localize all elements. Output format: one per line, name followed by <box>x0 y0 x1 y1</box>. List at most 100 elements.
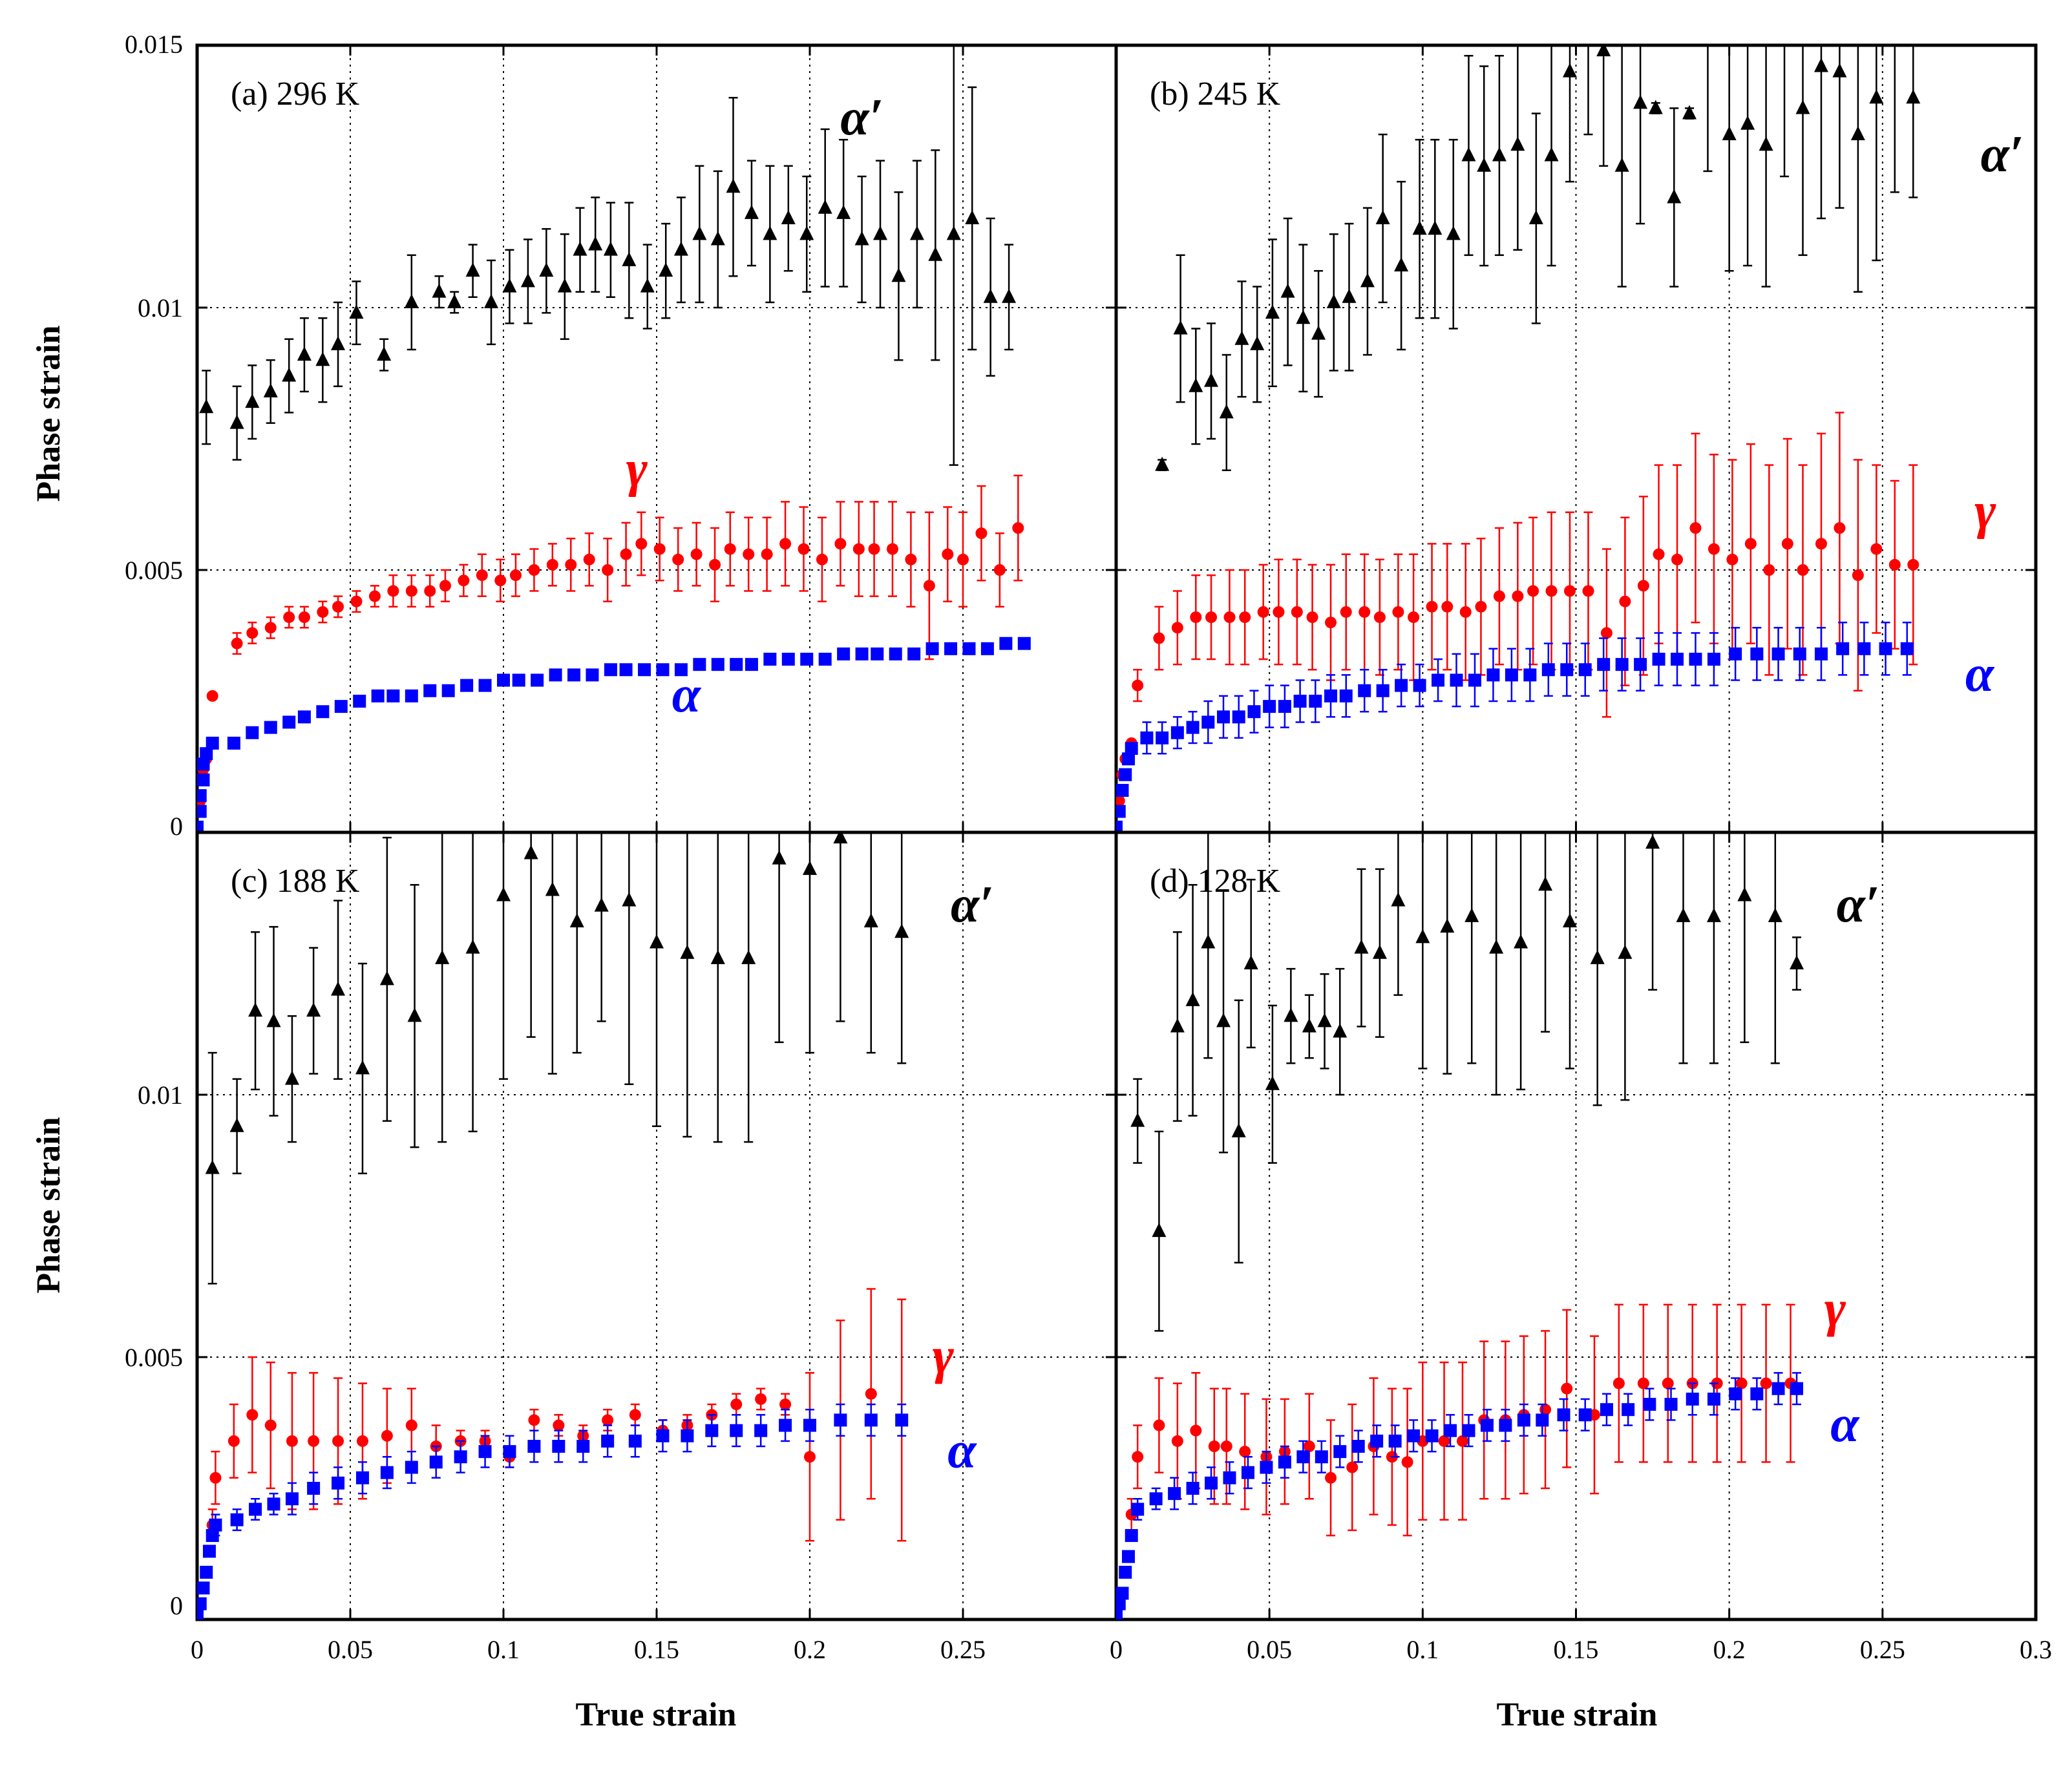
data-point-gamma <box>350 595 363 607</box>
data-point-alpha <box>1664 1398 1678 1411</box>
data-point-alpha-prime <box>1231 1123 1246 1137</box>
data-point-alpha-prime <box>284 1070 299 1085</box>
data-point-gamma <box>755 1393 767 1405</box>
data-point-alpha-prime <box>1170 1018 1185 1033</box>
data-point-alpha <box>353 695 366 708</box>
data-point-gamma <box>494 575 507 587</box>
series-label: γ <box>1974 483 1996 540</box>
data-point-alpha-prime <box>496 887 511 902</box>
data-point-gamma <box>332 1435 344 1447</box>
data-point-alpha <box>803 1419 816 1432</box>
data-point-alpha <box>604 663 617 677</box>
data-point-gamma <box>1834 522 1846 534</box>
data-point-gamma <box>1653 548 1665 560</box>
data-point-alpha-prime <box>407 1007 422 1022</box>
data-point-alpha <box>227 736 240 750</box>
data-point-alpha <box>1615 658 1629 671</box>
y-tick-label: 0 <box>170 1591 183 1620</box>
data-point-alpha-prime <box>355 1060 370 1075</box>
data-point-gamma <box>283 611 295 624</box>
data-point-alpha <box>197 773 210 786</box>
data-point-alpha <box>478 679 492 692</box>
data-point-gamma <box>1325 1471 1337 1484</box>
data-point-alpha-prime <box>1333 1023 1348 1038</box>
data-point-alpha <box>297 710 311 724</box>
data-point-gamma <box>724 543 736 555</box>
data-point-alpha <box>730 1424 743 1437</box>
data-point-alpha <box>1643 1398 1656 1411</box>
series-label: α′ <box>1981 126 2024 183</box>
data-point-alpha <box>1388 1434 1402 1448</box>
data-point-alpha <box>864 1413 878 1427</box>
data-point-gamma <box>1760 1377 1772 1389</box>
data-point-alpha-prime <box>1832 63 1847 78</box>
y-tick-label: 0.005 <box>125 556 183 585</box>
data-point-alpha-prime <box>306 1002 321 1017</box>
data-point-gamma <box>852 543 865 555</box>
data-point-alpha-prime <box>1682 105 1697 120</box>
data-point-alpha-prime <box>1201 934 1216 949</box>
data-point-gamma <box>1689 522 1702 534</box>
data-point-gamma <box>1662 1377 1674 1389</box>
series-circle <box>1116 1303 1797 1619</box>
data-point-gamma <box>1205 611 1218 624</box>
data-point-alpha <box>512 673 525 687</box>
data-point-alpha-prime <box>1869 89 1884 104</box>
data-point-alpha <box>246 726 259 739</box>
data-point-alpha-prime <box>404 293 419 308</box>
data-point-gamma <box>1401 1456 1413 1468</box>
data-point-alpha <box>1462 1424 1475 1437</box>
data-point-alpha-prime <box>1219 404 1234 419</box>
data-point-alpha <box>1293 695 1307 708</box>
data-point-alpha <box>1729 647 1742 660</box>
data-point-alpha <box>837 647 851 660</box>
data-point-alpha <box>405 689 418 702</box>
data-point-alpha-prime <box>1590 949 1605 964</box>
data-point-gamma <box>743 548 755 560</box>
data-point-alpha <box>197 757 210 771</box>
data-point-gamma <box>286 1435 298 1447</box>
data-point-alpha-prime <box>772 850 787 865</box>
data-point-alpha <box>638 663 651 677</box>
data-point-alpha <box>656 1429 670 1442</box>
x-tick-label: 0.2 <box>1713 1635 1746 1664</box>
data-point-gamma <box>1907 558 1919 571</box>
data-point-gamma <box>1340 606 1352 618</box>
data-point-alpha-prime <box>557 278 572 293</box>
data-point-gamma <box>206 690 218 702</box>
data-point-alpha <box>1116 805 1126 818</box>
data-point-gamma <box>1459 606 1472 618</box>
data-point-gamma <box>1190 611 1202 624</box>
data-point-alpha-prime <box>1768 907 1782 922</box>
data-point-alpha <box>693 658 706 671</box>
series-square <box>1116 1372 1804 1619</box>
data-point-gamma <box>476 569 488 582</box>
data-point-gamma <box>264 1419 277 1431</box>
data-point-alpha <box>1309 695 1322 708</box>
data-point-alpha-prime <box>545 881 560 896</box>
data-point-alpha-prime <box>1302 1018 1316 1033</box>
data-point-gamma <box>439 580 451 592</box>
data-point-gamma <box>405 1419 418 1431</box>
data-point-gamma <box>1612 1377 1625 1389</box>
data-point-alpha-prime <box>297 346 312 361</box>
data-point-alpha <box>549 668 562 682</box>
data-point-alpha <box>527 1440 541 1453</box>
data-point-alpha-prime <box>1372 944 1387 959</box>
data-point-gamma <box>1763 564 1775 576</box>
x-tick-label: 0.25 <box>1860 1635 1905 1664</box>
data-point-alpha <box>1170 726 1184 739</box>
x-tick-label: 0.2 <box>794 1635 826 1664</box>
data-point-alpha-prime <box>1676 907 1691 922</box>
data-point-alpha <box>1689 653 1702 666</box>
panel-title: (d) 128 K <box>1150 863 1281 900</box>
data-point-gamma <box>602 1414 614 1426</box>
data-point-alpha <box>962 642 976 655</box>
data-point-gamma <box>1116 795 1125 807</box>
data-point-gamma <box>583 553 595 565</box>
data-point-alpha <box>355 1471 369 1484</box>
data-point-alpha <box>316 705 330 719</box>
data-point-alpha <box>197 1597 207 1610</box>
data-point-alpha-prime <box>1618 944 1633 959</box>
